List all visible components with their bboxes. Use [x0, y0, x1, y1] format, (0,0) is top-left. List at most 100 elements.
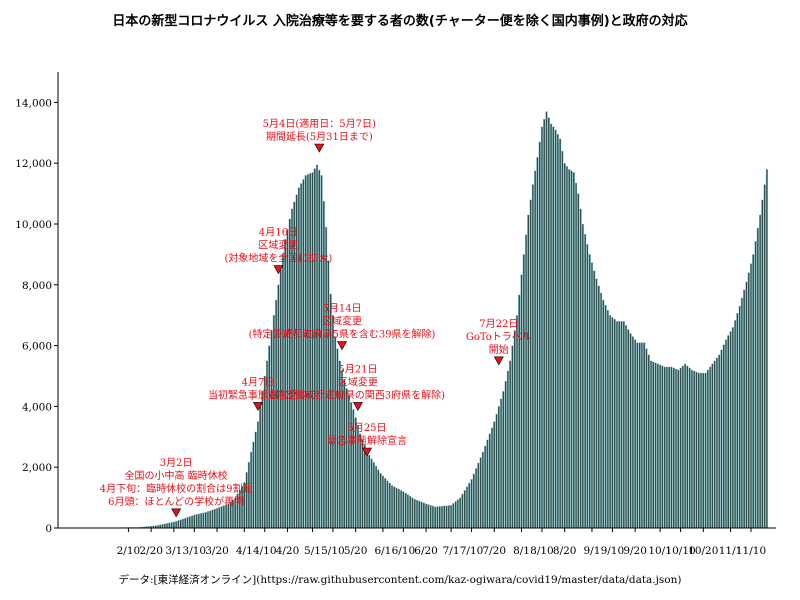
bar	[709, 366, 712, 529]
bar	[334, 336, 337, 529]
bar	[393, 486, 396, 529]
x-tick-label: 2/10	[117, 545, 141, 557]
bar	[461, 493, 464, 529]
bar	[749, 263, 753, 529]
bar	[465, 486, 469, 529]
bar	[490, 427, 494, 529]
bar	[556, 134, 559, 529]
bar	[411, 497, 414, 529]
bar	[470, 479, 473, 529]
annotation-text: (対象地域を全国に拡大)	[224, 252, 332, 265]
bar	[547, 117, 550, 529]
bar	[659, 364, 662, 529]
bar	[690, 369, 694, 529]
bar	[197, 513, 200, 529]
bar	[247, 461, 250, 529]
bar	[202, 512, 205, 529]
x-tick-label: 9/10	[601, 545, 625, 557]
source-note: データ:[東洋経済オンライン](https://raw.githubuserco…	[118, 574, 682, 586]
annotation-marker	[361, 447, 373, 457]
annotation-marker	[352, 402, 363, 412]
bar	[677, 369, 680, 529]
bar	[661, 365, 664, 529]
bar	[222, 505, 225, 529]
bar	[765, 169, 769, 529]
bar	[254, 431, 257, 529]
bar	[200, 513, 203, 529]
bar	[427, 504, 430, 529]
bar	[715, 357, 719, 529]
x-tick-label: 11/10	[736, 545, 766, 557]
bar	[570, 170, 573, 529]
annotation-text: 7月22日	[479, 318, 518, 330]
bar	[354, 417, 357, 529]
bar	[424, 503, 428, 529]
bar	[225, 504, 228, 529]
bar	[504, 380, 507, 529]
bar	[429, 505, 432, 529]
bar	[613, 319, 616, 529]
bar	[238, 489, 241, 529]
bar	[649, 360, 653, 529]
bar	[456, 499, 460, 529]
bar	[497, 406, 500, 529]
bar	[384, 477, 387, 529]
bar	[256, 421, 260, 529]
bar	[325, 226, 328, 529]
bar	[527, 214, 530, 529]
bar	[220, 506, 223, 529]
annotation-text: 6月頭：ほとんどの学校が再開	[108, 495, 244, 508]
annotation-text: 区域変更	[322, 315, 362, 328]
bar	[368, 454, 371, 529]
bar	[706, 369, 709, 529]
annotation-marker	[252, 402, 263, 412]
bar	[543, 118, 546, 529]
bar	[681, 365, 684, 529]
bar	[704, 372, 707, 529]
bar	[409, 495, 412, 529]
bar	[434, 506, 437, 529]
bar	[506, 370, 510, 529]
bar	[634, 339, 637, 529]
bar	[672, 367, 675, 529]
bar	[190, 515, 194, 529]
y-tick-label: 0	[45, 523, 52, 535]
bar	[638, 342, 641, 529]
bar	[402, 491, 405, 529]
bar	[518, 294, 521, 529]
bar	[545, 111, 548, 529]
bar	[524, 234, 528, 529]
annotation-text: 5月4日(適用日：5月7日)	[263, 117, 376, 130]
annotation-text: 期間延長(5月31日まで)	[266, 131, 373, 143]
bar	[670, 366, 673, 529]
bar	[345, 387, 348, 529]
x-tick-label: 11/1	[719, 545, 743, 557]
bar	[622, 321, 625, 529]
chart-title: 日本の新型コロナウイルス 入院治療等を要する者の数(チャーター便を除く国内事例)…	[112, 14, 688, 29]
x-tick-label: 8/1	[513, 545, 530, 557]
bar	[374, 465, 378, 529]
bar	[365, 449, 369, 529]
bar	[306, 174, 310, 529]
bar	[756, 227, 759, 529]
bar	[452, 503, 455, 529]
bar	[288, 218, 291, 529]
x-tick-label: 4/20	[276, 545, 300, 557]
bar	[379, 473, 382, 529]
bar	[161, 524, 164, 529]
bar	[643, 342, 646, 529]
x-tick-label: 4/10	[253, 545, 277, 557]
bar	[699, 372, 703, 529]
bar	[511, 345, 514, 529]
bar	[656, 363, 659, 529]
bar	[463, 490, 466, 529]
bar	[515, 315, 519, 529]
bar	[168, 522, 171, 529]
bar	[711, 363, 714, 529]
bar	[477, 462, 480, 529]
bar	[702, 372, 705, 529]
bar	[372, 462, 375, 529]
bar	[674, 368, 678, 529]
bar	[388, 482, 391, 529]
bar	[404, 492, 407, 529]
